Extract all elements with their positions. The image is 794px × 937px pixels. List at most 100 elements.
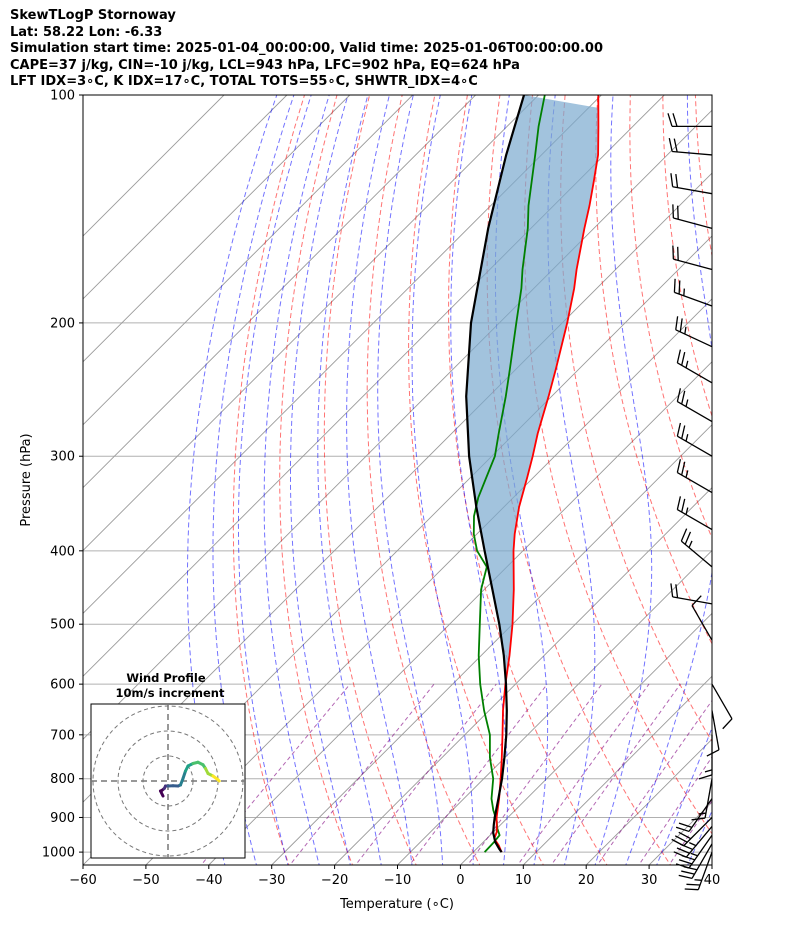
wind-barb [667,113,712,127]
barb-half-flag [704,769,713,773]
barb-flag [679,318,683,332]
barb-staff [691,605,713,641]
barb-staff [691,843,713,879]
barb-half-flag [689,842,697,847]
x-tick-label: −40 [195,873,222,888]
barb-staff [672,596,713,605]
x-axis-label: Temperature (∘C) [339,897,454,912]
barb-half-flag [688,540,693,548]
y-tick-label: 700 [50,728,75,743]
dry-adiabat [761,95,794,868]
dewpoint-line [472,95,546,853]
barb-staff [680,540,713,568]
y-tick-label: 800 [50,772,75,787]
y-tick-label: 200 [50,316,75,331]
wind-barb [676,459,713,494]
barb-staff [697,851,713,890]
barb-half-flag [683,288,685,296]
moist-adiabat [187,95,278,865]
barb-flag [684,888,699,891]
mixing-ratio-line [668,799,712,865]
barb-flag [676,459,682,473]
cape-layer [466,95,599,697]
barb-flag [675,863,690,869]
y-tick-label: 100 [50,89,75,104]
background-lines [83,95,794,868]
wind-barb [680,528,713,568]
wind-barb [675,316,713,348]
moist-adiabat [594,95,653,865]
barb-half-flag [684,326,687,335]
wind-barb [670,173,713,195]
dry-adiabat [279,95,354,865]
barb-flag [681,461,686,476]
mixing-ratio-line [596,699,712,865]
wind-barb [676,388,713,423]
x-tick-label: −60 [69,873,96,888]
moist-adiabat [317,95,382,865]
dry-adiabat [366,95,481,865]
mixing-ratio-line [289,683,435,865]
barb-flag [673,278,676,293]
wind-barb [676,349,713,384]
y-tick-label: 300 [50,450,75,465]
dry-adiabat [232,95,305,865]
isotherm-line [334,486,712,865]
y-axis-label: Pressure (hPa) [19,433,34,526]
barb-flag [722,718,733,730]
moist-adiabat [717,95,794,868]
moist-adiabat [625,95,712,865]
isotherm-line [83,95,225,237]
dry-adiabat [560,95,712,743]
isotherm-line [775,95,794,865]
hodograph-segment [216,778,221,783]
barb-flag [678,831,692,840]
time-line: Simulation start time: 2025-01-04_00:00:… [10,41,603,56]
barb-flag [676,422,682,437]
barb-flag [672,113,678,127]
isotherm-line [83,109,712,740]
cape-area [466,95,599,697]
mixing-ratio-line [408,683,548,865]
barb-staff [683,817,713,847]
barb-staff [674,291,713,307]
barb-flag [676,388,682,402]
x-tick-label: 40 [704,873,721,888]
barb-flag [675,826,690,833]
mixing-ratio-line [638,756,712,865]
barb-staff [677,509,713,531]
barb-staff [673,217,713,229]
moist-adiabat [450,95,509,865]
moist-adiabat [547,95,596,865]
barb-half-flag [685,470,689,478]
barb-half-flag [685,507,689,515]
barb-half-flag [685,434,689,442]
barb-staff [673,258,713,271]
isotherm-line [145,298,712,865]
x-tick-label: −10 [384,873,411,888]
barb-staff [672,186,713,195]
isotherm-line [83,95,476,489]
isotherm-line [83,95,539,552]
barb-flag [673,138,678,153]
mixing-ratio-line [467,683,603,865]
isotherm-line [460,612,712,865]
barb-flag [668,138,673,152]
barb-staff [711,710,720,750]
hodograph-subtitle: 10m/s increment [116,686,225,700]
barb-staff [677,362,713,384]
mixing-ratio-line [354,683,497,865]
y-tick-label: 400 [50,544,75,559]
hodograph-inset: Wind Profile 10m/s increment [90,671,246,859]
barb-flag [681,870,695,875]
x-tick-label: 0 [456,873,464,888]
isotherm-line [83,95,288,300]
dry-adiabat [323,95,417,865]
wind-barb [671,817,713,847]
location-line: Lat: 58.22 Lon: -6.33 [10,24,163,40]
moist-adiabat [656,726,712,865]
isotherm-line [208,361,712,865]
barb-flag [676,349,682,364]
barb-flag [670,173,674,187]
